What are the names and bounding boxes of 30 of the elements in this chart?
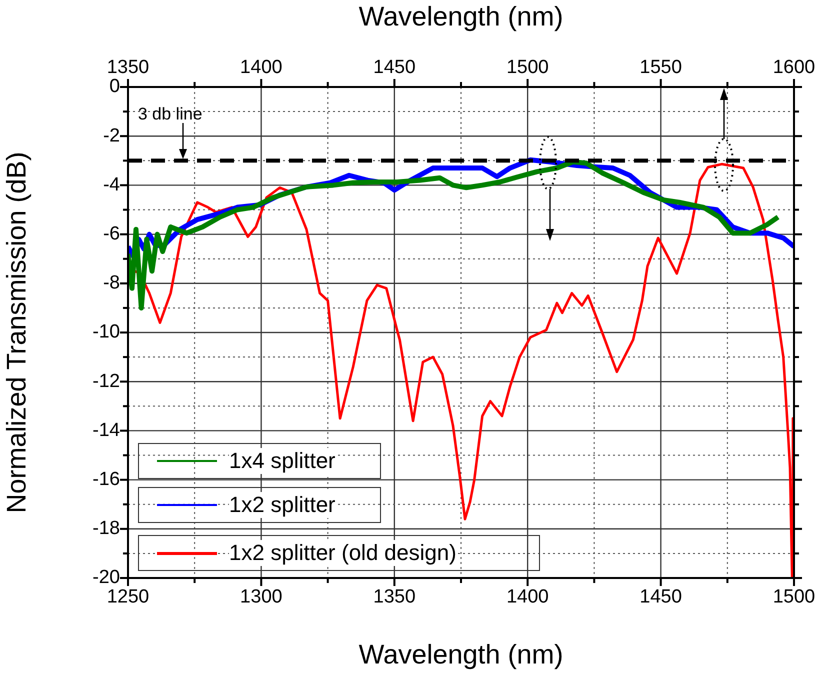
y-tick-label: -4 [103,174,120,196]
x-tick-label: 1400 [506,586,549,608]
x-axis-title: Wavelength (nm) [358,639,564,670]
x2-tick-label: 1350 [106,56,150,78]
y-tick-label: -12 [92,370,120,392]
y-tick-label: 0 [109,76,120,98]
x-tick-label: 1450 [640,586,682,608]
legend-label: 1x4 splitter [229,448,336,474]
x2-tick-label: 1500 [506,56,549,78]
x-tick-label: 1300 [240,586,282,608]
y-tick-label: -2 [103,125,120,146]
y-tick-label: -8 [103,272,120,294]
y-tick-label: -10 [92,322,120,343]
x-tick-label: 1500 [772,586,816,608]
legend-label: 1x2 splitter (old design) [229,540,456,566]
y-axis-title: Normalized Transmission (dB) [2,152,32,514]
x-tick-label: 1250 [106,586,150,608]
x2-tick-label: 1600 [772,56,816,78]
y-tick-label: -20 [92,567,120,588]
y-tick-label: -14 [92,420,120,441]
ref-line-label: 3 db line [138,104,202,124]
x2-tick-label: 1400 [240,56,282,78]
x2-tick-label: 1450 [373,56,416,78]
x-tick-label: 1350 [373,586,416,608]
x2-tick-label: 1550 [640,56,682,78]
y-tick-label: -18 [92,518,120,540]
y-tick-label: -16 [92,469,120,490]
x2-axis-title: Wavelength (nm) [358,2,564,32]
y-tick-label: -6 [103,224,120,245]
legend-label: 1x2 splitter [229,492,336,518]
